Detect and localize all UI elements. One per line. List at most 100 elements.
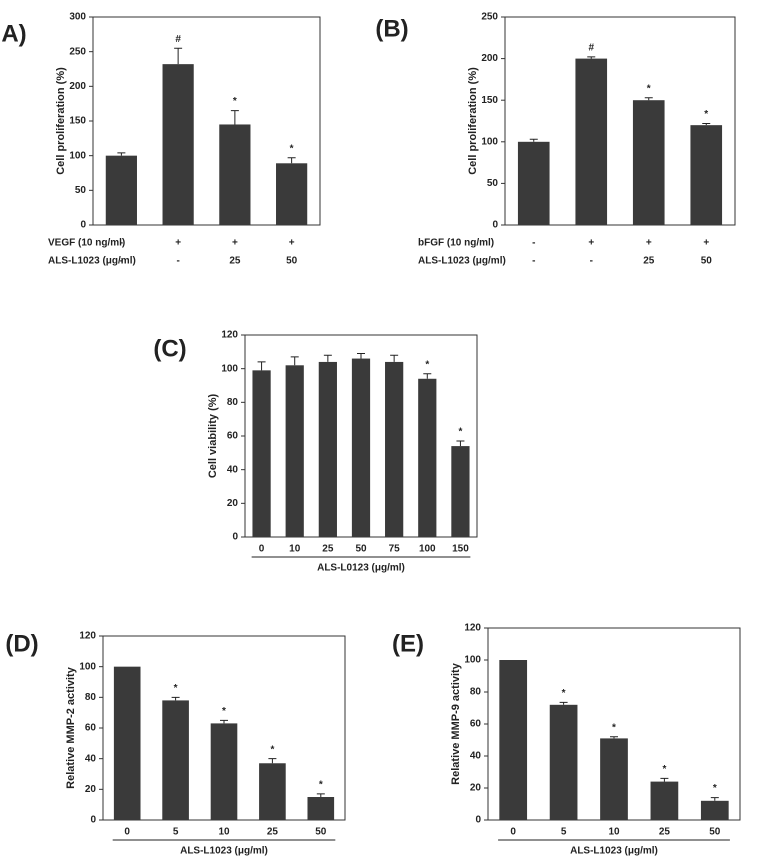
- significance-marker: *: [562, 688, 566, 699]
- panel-label: (D): [5, 630, 38, 657]
- x-tick-label: 25: [659, 827, 671, 838]
- y-tick-label: 200: [69, 81, 86, 92]
- y-tick-label: 250: [481, 12, 498, 23]
- y-axis-title: Cell proliferation (%): [467, 67, 479, 175]
- bar: [451, 446, 470, 537]
- condition-value: -: [176, 256, 179, 267]
- bar: [351, 358, 371, 537]
- error-bar: [702, 122, 711, 126]
- y-tick-label: 40: [85, 753, 97, 764]
- bar: [162, 64, 194, 225]
- error-bar: [456, 440, 465, 447]
- significance-marker: *: [704, 109, 708, 120]
- x-tick-label: 25: [267, 827, 279, 838]
- error-bar: [268, 758, 277, 764]
- y-axis-title: Relative MMP-2 activity: [65, 666, 77, 789]
- bar: [418, 378, 437, 537]
- condition-value: +: [646, 238, 652, 249]
- x-tick-label: 25: [322, 544, 334, 555]
- panel-label: A): [1, 20, 26, 47]
- bar: [285, 365, 304, 537]
- significance-marker: #: [175, 34, 181, 45]
- x-tick-label: 5: [561, 827, 567, 838]
- bar: [690, 125, 723, 225]
- error-bar: [423, 373, 432, 379]
- bar: [650, 781, 679, 820]
- significance-marker: *: [222, 706, 226, 717]
- y-axis-title: Relative MMP-9 activity: [450, 662, 462, 785]
- significance-marker: *: [647, 83, 651, 94]
- bar: [632, 100, 665, 225]
- y-tick-label: 100: [464, 655, 481, 666]
- condition-value: -: [120, 238, 123, 249]
- error-bar: [290, 356, 299, 366]
- y-tick-label: 300: [69, 12, 86, 23]
- bar: [600, 738, 628, 820]
- error-bar: [174, 47, 183, 65]
- x-tick-label: 50: [315, 827, 327, 838]
- significance-marker: *: [174, 683, 178, 694]
- condition-label: ALS-L1023 (μg/ml): [418, 256, 506, 267]
- x-tick-label: 150: [452, 544, 469, 555]
- bar: [113, 666, 141, 820]
- y-tick-label: 120: [79, 631, 96, 642]
- error-bar: [257, 361, 266, 371]
- condition-label: ALS-L1023 (μg/ml): [48, 256, 136, 267]
- error-bar: [710, 797, 719, 801]
- error-bar: [587, 56, 596, 59]
- bar: [252, 370, 271, 537]
- condition-label: VEGF (10 ng/ml): [48, 238, 125, 249]
- error-bar: [316, 793, 325, 797]
- significance-marker: *: [458, 427, 462, 438]
- bar: [517, 141, 550, 225]
- x-tick-label: 50: [709, 827, 721, 838]
- x-tick-label: 0: [124, 827, 130, 838]
- condition-value: -: [532, 256, 535, 267]
- y-tick-label: 0: [80, 220, 86, 231]
- condition-value: +: [289, 238, 295, 249]
- condition-value: +: [703, 238, 709, 249]
- error-bar: [644, 97, 653, 101]
- x-axis-title: ALS-L0123 (μg/ml): [317, 563, 405, 574]
- error-bar: [559, 701, 568, 705]
- x-tick-label: 50: [355, 544, 367, 555]
- significance-marker: *: [319, 780, 323, 791]
- error-bar: [610, 736, 618, 739]
- bar: [575, 58, 608, 225]
- error-bar: [529, 138, 538, 142]
- y-tick-label: 120: [464, 623, 481, 634]
- y-tick-label: 0: [492, 220, 498, 231]
- bar: [499, 660, 528, 820]
- y-tick-label: 60: [227, 431, 239, 442]
- y-tick-label: 50: [75, 185, 87, 196]
- y-tick-label: 100: [221, 363, 238, 374]
- condition-value: -: [120, 256, 123, 267]
- significance-marker: *: [233, 96, 237, 107]
- bar: [700, 800, 729, 820]
- panel-label: (C): [153, 335, 186, 362]
- error-bar: [117, 152, 126, 156]
- y-tick-label: 80: [227, 397, 239, 408]
- y-axis-title: Cell viability (%): [207, 393, 219, 478]
- x-tick-label: 5: [173, 827, 179, 838]
- bar: [162, 700, 189, 820]
- error-bar: [287, 157, 296, 164]
- x-tick-label: 10: [608, 827, 620, 838]
- y-tick-label: 60: [470, 719, 482, 730]
- y-tick-label: 40: [470, 751, 482, 762]
- error-bar: [171, 696, 180, 701]
- y-tick-label: 150: [481, 95, 498, 106]
- bar: [385, 361, 404, 537]
- significance-marker: *: [270, 744, 274, 755]
- bar: [549, 704, 578, 820]
- y-tick-label: 60: [85, 723, 97, 734]
- condition-value: 25: [229, 256, 241, 267]
- y-tick-label: 100: [79, 661, 96, 672]
- x-tick-label: 0: [259, 544, 265, 555]
- condition-value: +: [232, 238, 238, 249]
- y-tick-label: 150: [69, 116, 86, 127]
- bar: [210, 723, 238, 820]
- condition-value: +: [175, 238, 181, 249]
- bar: [307, 797, 335, 820]
- condition-value: +: [588, 238, 594, 249]
